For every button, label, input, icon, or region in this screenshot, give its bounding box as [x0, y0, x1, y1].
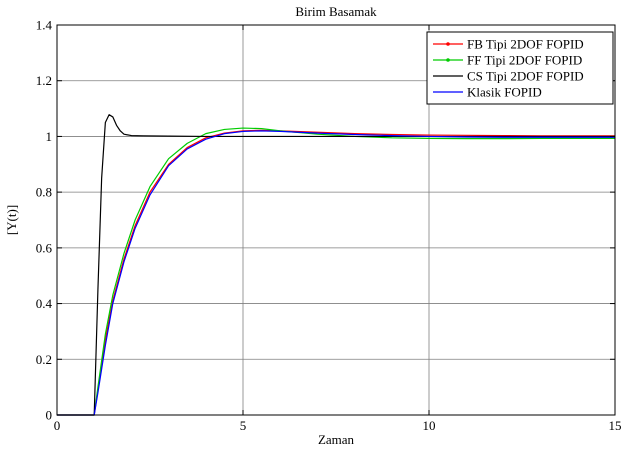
plot-frame — [56, 24, 616, 416]
axis-ticks: 0 5 10 15 0 0.2 0.4 0.6 0.8 1 1.2 1.4 — [36, 18, 622, 434]
y-tick-label: 0.6 — [36, 240, 53, 255]
y-tick-label: 0.8 — [36, 185, 52, 200]
series-lines — [57, 114, 615, 416]
x-axis-label: Zaman — [318, 432, 355, 447]
y-tick-label: 1 — [46, 129, 53, 144]
series-line-cs-tipi-2dof-fopid — [57, 114, 615, 416]
legend-label-cs-tipi-2dof-fopid: CS Tipi 2DOF FOPID — [467, 69, 584, 84]
y-axis-label: [Y(t)] — [4, 205, 19, 235]
series-line-klasik-fopid — [57, 130, 615, 416]
y-tick-label: 0 — [46, 408, 53, 423]
series-line-ff-tipi-2dof-fopid — [57, 127, 615, 416]
x-tick-label: 5 — [240, 418, 247, 433]
y-tick-label: 1.4 — [36, 18, 53, 33]
legend-label-ff-tipi-2dof-fopid: FF Tipi 2DOF FOPID — [467, 53, 582, 68]
x-tick-label: 0 — [54, 418, 61, 433]
y-tick-label: 1.2 — [36, 73, 52, 88]
legend-label-fb-tipi-2dof-fopid: FB Tipi 2DOF FOPID — [467, 37, 584, 52]
legend-label-klasik-fopid: Klasik FOPID — [467, 85, 542, 100]
legend-marker-ff-tipi-2dof-fopid — [446, 58, 450, 62]
x-tick-label: 10 — [423, 418, 436, 433]
y-tick-label: 0.2 — [36, 352, 52, 367]
chart-title: Birim Basamak — [295, 4, 377, 19]
x-tick-label: 15 — [609, 418, 622, 433]
y-tick-label: 0.4 — [36, 296, 53, 311]
legend-marker-fb-tipi-2dof-fopid — [446, 42, 450, 46]
